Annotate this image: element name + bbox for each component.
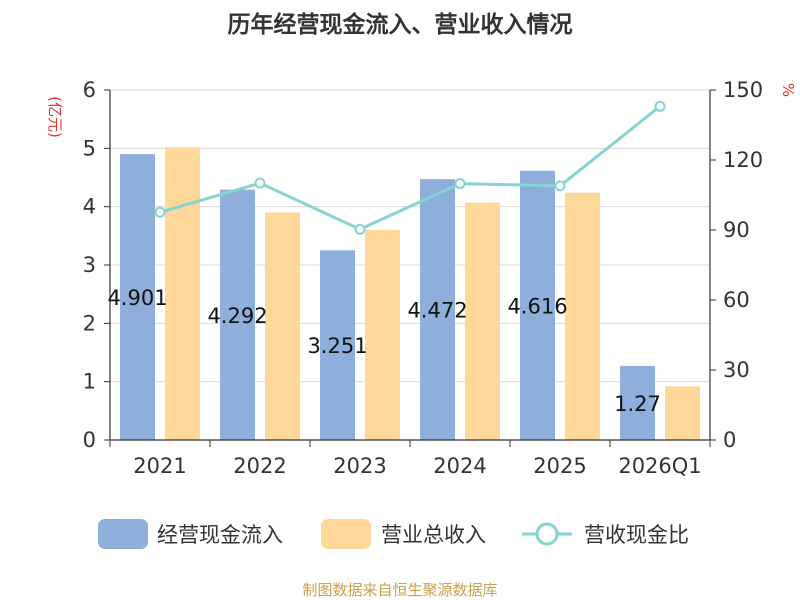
y-right-tick-label: 150 [723, 78, 763, 102]
y-axis-right-label: % [779, 83, 797, 97]
ratio-point[interactable] [354, 223, 366, 235]
legend-label-cash-inflow: 经营现金流入 [157, 523, 283, 547]
bar-revenue[interactable] [665, 386, 700, 440]
x-category-label: 2025 [533, 454, 586, 478]
data-label-cash-inflow: 4.292 [207, 304, 267, 328]
x-category-label: 2026Q1 [618, 454, 701, 478]
x-category-label: 2021 [133, 454, 186, 478]
legend-swatch-revenue [321, 519, 371, 549]
bar-cash-inflow[interactable] [220, 189, 255, 440]
y-left-tick-label: 2 [83, 311, 96, 335]
data-label-cash-inflow: 3.251 [307, 334, 367, 358]
bar-revenue[interactable] [165, 147, 200, 440]
y-left-tick-label: 6 [83, 78, 96, 102]
y-left-tick-label: 1 [83, 370, 96, 394]
gridlines [110, 89, 710, 383]
bar-revenue[interactable] [465, 202, 500, 440]
data-label-cash-inflow: 1.27 [614, 392, 661, 416]
x-category-label: 2022 [233, 454, 286, 478]
y-left-tick-label: 5 [83, 136, 96, 160]
legend-item-cash-inflow[interactable]: 经营现金流入 [98, 519, 283, 549]
bar-series [120, 147, 700, 440]
ratio-point[interactable] [254, 177, 266, 189]
ratio-point[interactable] [554, 180, 566, 192]
bar-revenue[interactable] [365, 230, 400, 440]
ratio-point[interactable] [654, 100, 666, 112]
x-category-label: 2023 [333, 454, 386, 478]
data-label-cash-inflow: 4.472 [407, 299, 467, 323]
y-left-tick-label: 4 [83, 195, 96, 219]
ratio-line [159, 105, 661, 231]
ratio-point[interactable] [154, 206, 166, 218]
bar-cash-inflow[interactable] [520, 170, 555, 440]
legend-marker-ratio [535, 522, 559, 546]
y-axis-left-label: (亿元) [46, 96, 64, 138]
bar-revenue[interactable] [565, 192, 600, 440]
y-left-tick-label: 0 [83, 428, 96, 452]
legend-label-ratio: 营收现金比 [584, 523, 689, 547]
y-right-tick-label: 90 [723, 218, 750, 242]
bar-cash-inflow[interactable] [320, 250, 355, 440]
line-series [154, 100, 666, 235]
x-category-label: 2024 [433, 454, 486, 478]
y-right-tick-label: 0 [723, 428, 736, 452]
chart-title: 历年经营现金流入、营业收入情况 [228, 11, 573, 38]
legend: 经营现金流入 营业总收入 营收现金比 [98, 519, 689, 549]
y-right-tick-label: 120 [723, 148, 763, 172]
y-right-tick-label: 30 [723, 358, 750, 382]
bar-revenue[interactable] [265, 212, 300, 441]
legend-label-revenue: 营业总收入 [381, 523, 486, 547]
data-labels: 4.901 4.292 3.251 4.472 4.616 1.27 [107, 286, 660, 416]
y-right-tick-label: 60 [723, 288, 750, 312]
ratio-point[interactable] [454, 178, 466, 190]
legend-swatch-cash-inflow [98, 519, 148, 549]
legend-item-revenue[interactable]: 营业总收入 [321, 519, 486, 549]
bar-cash-inflow[interactable] [120, 154, 155, 440]
bar-cash-inflow[interactable] [420, 179, 455, 440]
legend-item-ratio[interactable]: 营收现金比 [522, 522, 689, 547]
y-left-tick-label: 3 [83, 253, 96, 277]
source-note: 制图数据来自恒生聚源数据库 [302, 581, 497, 599]
data-label-cash-inflow: 4.901 [107, 286, 167, 310]
bar-cash-inflow[interactable] [620, 365, 655, 440]
data-label-cash-inflow: 4.616 [507, 294, 567, 318]
